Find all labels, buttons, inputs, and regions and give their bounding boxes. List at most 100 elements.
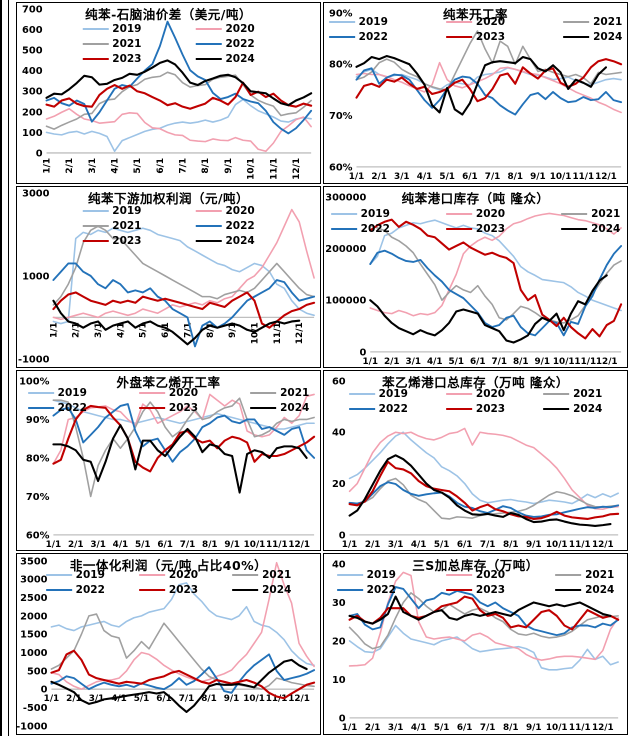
x-tick-label: 1/1 [362,356,378,366]
x-tick-label: 9/1 [224,694,240,704]
y-tick-label: 20 [332,637,346,648]
legend-item-2021: 2021 [555,569,614,581]
x-tick-label: 8/1 [507,172,523,182]
x-tick-label: 5/1 [139,322,149,338]
legend-line-swatch [445,21,472,23]
series-line-2023 [355,58,623,103]
legend-item-2023: 2023 [82,53,142,65]
series-line-2023 [52,404,316,472]
legend-label: 2022 [57,401,87,414]
series-line-2023 [45,81,313,110]
legend-item-2019: 2019 [45,569,105,581]
legend-label: 2021 [593,16,623,28]
chart-legend: 2019 2020 2021 2022 2023 2024 [82,23,255,65]
legend-label: 2023 [475,584,506,597]
x-tick-label: 6/1 [457,723,473,733]
x-tick-label: 7/1 [485,172,501,182]
legend-item-2023: 2023 [138,584,198,596]
y-tick-label: 80% [26,453,50,464]
x-tick-label: 9/1 [224,158,234,174]
x-tick-label: 11/1 [266,694,288,704]
legend-item-2024: 2024 [563,31,622,43]
legend-line-swatch [563,36,590,38]
y-tick-label: 1000 [22,271,49,282]
legend-line-swatch [250,391,277,394]
legend-line-swatch [330,227,357,230]
series-line-2019 [50,582,315,667]
legend-item-2021: 2021 [563,16,622,28]
legend-label: 2024 [262,584,292,597]
chart-canvas: 60% 70% 80% 90% 100% 1/1 2/1 3/1 4/1 5/1 6/1 7/1 8/1… [19,376,316,549]
chart-grid: 0 100 200 300 400 500 600 700 1/1 2/1 3/1 4/1 5/1 6/1… [16,2,628,735]
legend-item-2020: 2020 [138,387,198,399]
y-tick-label: 200000 [325,244,366,255]
legend-line-swatch [82,224,109,227]
x-tick-label: 7/1 [480,723,496,733]
chart-legend: 2019 2020 2021 2022 2023 2024 [45,569,292,597]
series-line-2023 [369,218,623,340]
y-tick-label: 2500 [20,593,47,604]
x-tick-label: 12/1 [295,322,305,344]
x-tick-label: 11/1 [269,158,279,180]
x-tick-label: 2/1 [365,723,381,733]
x-tick-label: 12/1 [596,356,618,366]
x-tick-label: 2/1 [384,356,400,366]
x-tick-label: 2/1 [365,539,381,549]
x-tick-label: 6/1 [470,356,486,366]
legend-label: 2024 [280,401,310,414]
series-line-2021 [50,613,315,691]
legend-line-swatch [138,589,165,592]
legend-item-2021: 2021 [543,388,602,400]
x-tick-label: 12/1 [288,539,310,549]
legend-label: 2024 [225,53,255,65]
series-line-2022 [355,67,623,116]
x-tick-label: 10/1 [243,694,265,704]
series-line-2020 [369,212,622,317]
legend-label: 2021 [262,569,292,582]
chart-legend: 2019 2020 2021 2022 2023 2024 [330,208,620,235]
legend-line-swatch [232,589,259,592]
x-tick-label: 10/1 [244,539,266,549]
legend-label: 2019 [378,387,408,400]
legend-item-2022: 2022 [336,584,396,596]
legend-line-swatch [543,392,570,395]
x-tick-label: 7/1 [180,539,196,549]
legend-line-swatch [445,227,472,230]
x-tick-label: 1/1 [342,539,358,549]
x-tick-label: 3/1 [89,694,105,704]
y-tick-label: 200 [22,107,43,118]
x-tick-label: 9/1 [228,322,238,338]
x-tick-label: 7/1 [183,322,193,338]
legend-line-swatch [445,36,472,38]
legend-item-2022: 2022 [195,220,255,232]
x-tick-label: 4/1 [427,356,443,366]
x-tick-label: 4/1 [111,158,121,174]
series-line-2020 [45,107,312,153]
x-tick-label: 8/1 [206,322,216,338]
x-tick-label: 6/1 [156,694,172,704]
legend-line-swatch [336,589,363,592]
x-tick-label: 8/1 [202,539,218,549]
y-tick-label: 0 [339,714,346,725]
x-tick-label: 9/1 [526,539,542,549]
legend-label: 2019 [112,23,142,35]
x-tick-label: 9/1 [530,172,546,182]
legend-line-swatch [445,392,472,395]
series-line-2021 [355,30,622,91]
x-tick-label: 2/1 [68,539,84,549]
y-tick-label: -1000 [17,721,48,732]
chart-title: 苯乙烯港口总库存（万吨 隆众） [382,374,569,390]
x-tick-label: 3/1 [88,158,98,174]
legend-item-2022: 2022 [348,403,408,415]
legend-line-swatch [232,574,259,577]
series-line-2022 [52,402,316,463]
legend-item-2021: 2021 [82,220,142,232]
legend-item-2019: 2019 [328,16,388,28]
x-tick-label: 11/1 [572,172,594,182]
legend-item-2019: 2019 [27,387,87,399]
legend-line-swatch [336,574,363,577]
x-tick-label: 6/1 [156,158,166,174]
x-tick-label: 5/1 [134,694,150,704]
x-tick-label: 8/1 [201,158,211,174]
legend-item-2022: 2022 [195,38,255,50]
